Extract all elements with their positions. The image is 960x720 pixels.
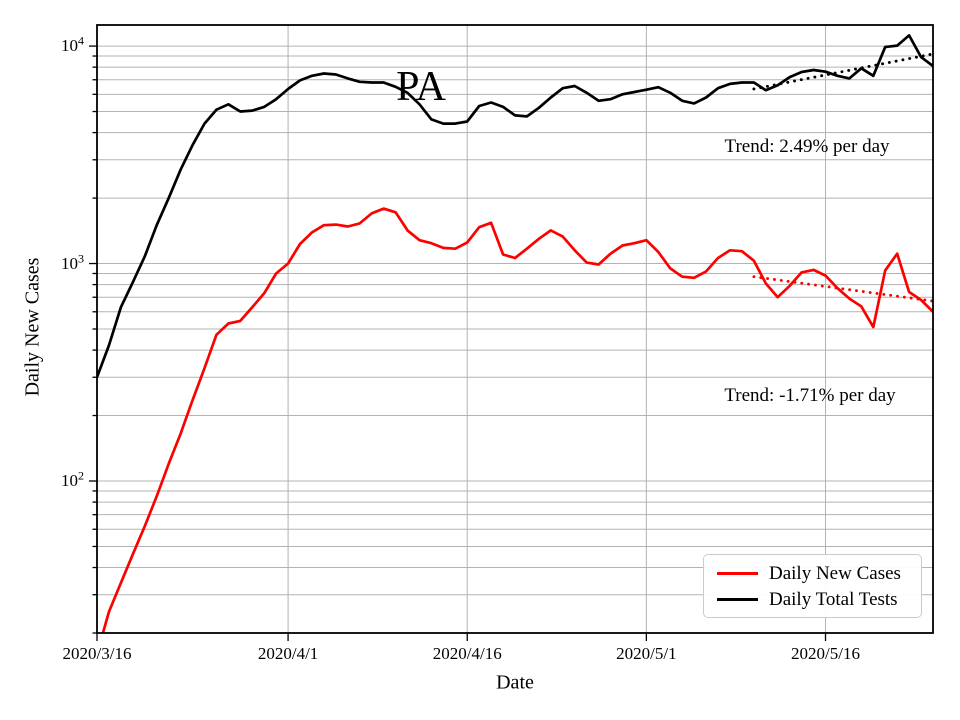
x-tick-label-2020-5-1: 2020/5/1	[616, 644, 677, 663]
gridlines	[96, 25, 933, 634]
legend-label: Daily Total Tests	[769, 588, 898, 610]
y-tick-exponent: 2	[78, 468, 84, 483]
y-tick-label-1e3: 103	[61, 250, 84, 274]
y-tick-exponent: 3	[78, 250, 84, 265]
y-tick-base: 10	[61, 36, 78, 56]
x-tick-label-2020-3-16: 2020/3/16	[62, 644, 132, 663]
trend-annotation-tests: Trend: 2.49% per day	[724, 136, 890, 157]
plot-title: PA	[396, 64, 446, 110]
y-tick-base: 10	[61, 471, 78, 490]
trend-annotation-cases: Trend: -1.71% per day	[724, 385, 896, 406]
legend-item-daily-new-cases: Daily New Cases	[717, 564, 921, 583]
cases-trend-dotted-line	[752, 275, 933, 303]
legend-item-daily-total-tests: Daily Total Tests	[717, 590, 921, 609]
data-series	[97, 34, 933, 633]
x-tick-label-2020-4-1: 2020/4/1	[257, 644, 319, 663]
y-tick-label-1e2: 102	[61, 468, 84, 491]
series-daily-new-cases	[101, 207, 933, 633]
legend-line-sample-red	[717, 571, 758, 575]
legend-line-sample-black	[717, 597, 758, 601]
series-daily-total-tests	[97, 34, 933, 379]
y-tick-exponent: 4	[78, 33, 84, 48]
y-axis-label: Daily New Cases	[21, 257, 44, 397]
x-tick-label-2020-5-16: 2020/5/16	[791, 644, 860, 663]
x-tick-label-2020-4-16: 2020/4/16	[432, 644, 502, 663]
y-tick-base: 10	[61, 253, 78, 273]
x-axis-label: Date	[496, 671, 534, 694]
y-tick-label-1e4: 104	[61, 33, 84, 56]
plot-frame	[96, 24, 934, 634]
legend-label: Daily New Cases	[769, 562, 901, 584]
legend: Daily New Cases Daily Total Tests	[703, 554, 922, 618]
tests-trend-dotted-line	[752, 52, 933, 91]
